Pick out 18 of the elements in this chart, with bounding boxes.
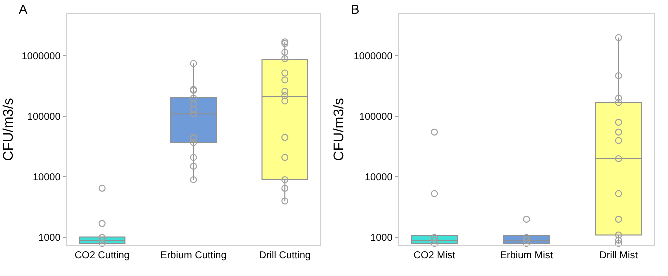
y-tick-label: 100000 [359,112,394,124]
y-tick-label: 10000 [32,172,62,184]
y-tick-label: 1000000 [354,52,394,63]
y-tick-label: 1000 [38,233,62,244]
y-tick-label: 1000000 [22,52,62,63]
y-tick-label: 100000 [27,112,62,124]
x-tick-label: Drill Mist [600,250,638,262]
x-tick-label: CO2 Cutting [74,250,130,262]
y-axis-title: CFU/m3/s [0,98,16,162]
chart-title: A [19,2,28,17]
x-tick-label: Erbium Cutting [160,250,227,262]
y-tick-label: 10000 [364,172,394,184]
x-tick-label: Erbium Mist [500,250,554,262]
y-tick-label: 1000 [370,233,394,244]
y-axis-title: CFU/m3/s [330,98,346,162]
chart-title: B [351,2,360,17]
x-tick-label: CO2 Mist [414,250,456,262]
x-tick-label: Drill Cutting [259,250,311,262]
